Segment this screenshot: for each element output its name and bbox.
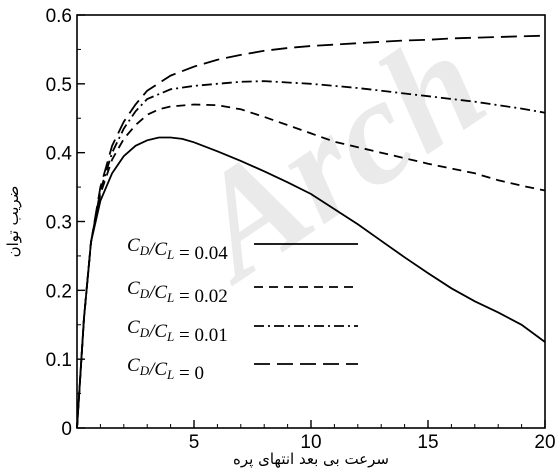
y-tick-label: 0.6 bbox=[46, 6, 72, 27]
y-tick-label: 0.2 bbox=[46, 281, 72, 302]
x-tick-label: 15 bbox=[417, 432, 438, 453]
x-tick-label: 5 bbox=[189, 432, 200, 453]
legend-label: CD/CL = 0 bbox=[127, 355, 204, 384]
watermark: Arch bbox=[157, 0, 512, 314]
y-axis-label: ضریب توان bbox=[4, 186, 22, 258]
legend-label: CD/CL = 0.01 bbox=[127, 317, 228, 346]
y-tick-label: 0.3 bbox=[46, 213, 72, 234]
x-axis-label: سرعت بی بعد انتهای پره bbox=[233, 450, 389, 469]
axis-ticks: 5 10 15 20 0 0.1 0.2 0.3 0.4 0.5 0.6 bbox=[46, 6, 556, 453]
x-tick-label: 20 bbox=[534, 432, 555, 453]
y-tick-label: 0 bbox=[61, 419, 72, 440]
x-tick-label: 10 bbox=[300, 432, 321, 453]
y-tick-label: 0.5 bbox=[46, 75, 72, 96]
series-line-1 bbox=[76, 103, 546, 429]
legend-label: CD/CL = 0.04 bbox=[127, 235, 228, 264]
series-line-2 bbox=[76, 80, 546, 429]
y-tick-label: 0.1 bbox=[46, 350, 72, 371]
legend-label: CD/CL = 0.02 bbox=[127, 278, 228, 307]
y-tick-label: 0.4 bbox=[46, 144, 73, 165]
series-line-3 bbox=[76, 34, 546, 429]
series-line-0 bbox=[76, 136, 546, 429]
legend: CD/CL = 0.04 CD/CL = 0.02 CD/CL = 0.01 CD/C… bbox=[127, 235, 358, 384]
plot-area bbox=[76, 34, 546, 429]
